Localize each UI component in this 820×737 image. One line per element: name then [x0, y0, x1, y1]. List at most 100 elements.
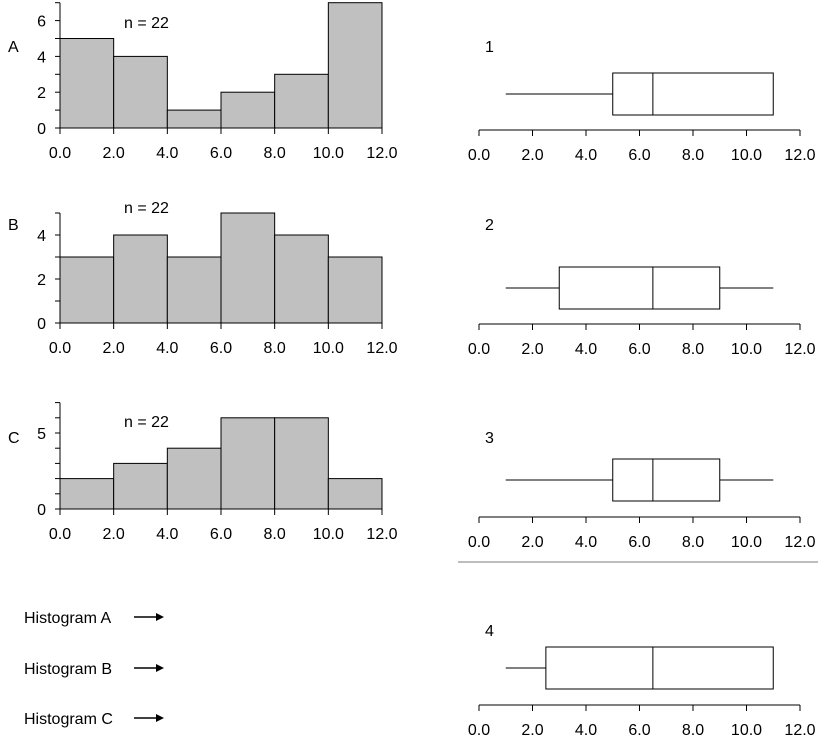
x-tick-label: 4.0 [575, 341, 597, 358]
x-tick-label: 4.0 [575, 534, 597, 551]
sample-size-label: n = 22 [124, 414, 169, 431]
y-tick-label: 5 [37, 426, 46, 443]
histogram-bar [166, 256, 222, 324]
histogram-match-label: Histogram C [24, 711, 113, 728]
y-tick-label: 4 [37, 49, 46, 66]
x-tick-label: 12.0 [366, 145, 397, 162]
x-tick-label: 4.0 [156, 340, 178, 357]
boxplot-number: 2 [485, 217, 494, 234]
histogram-bar [327, 256, 383, 324]
x-tick-label: 10.0 [313, 526, 344, 543]
x-tick-label: 6.0 [210, 145, 232, 162]
y-tick-label: 0 [37, 316, 46, 333]
x-tick-label: 10.0 [313, 145, 344, 162]
histogram-bar [166, 109, 222, 129]
boxplot-3: 0.0 2.0 4.0 6.0 8.0 10.0 12.0 3 [468, 430, 816, 551]
x-tick-label: 6.0 [210, 526, 232, 543]
x-tick-label: 2.0 [521, 534, 543, 551]
x-tick-label: 2.0 [103, 526, 125, 543]
histogram-a: 0 2 4 6 0.0 2.0 4.0 6.0 8.0 10.0 12.0 An = 22 [8, 2, 398, 162]
x-tick-label: 0.0 [468, 534, 490, 551]
x-tick-label: 10.0 [731, 341, 762, 358]
x-tick-label: 8.0 [264, 340, 286, 357]
x-tick-label: 12.0 [366, 340, 397, 357]
x-tick-label: 6.0 [628, 534, 650, 551]
histogram-bar [113, 462, 168, 510]
boxplot-number: 1 [485, 39, 494, 56]
x-tick-label: 0.0 [468, 341, 490, 358]
histogram-bar [113, 234, 168, 324]
boxplot-number: 4 [485, 623, 494, 640]
box [612, 72, 774, 116]
x-tick-label: 6.0 [628, 341, 650, 358]
x-tick-label: 8.0 [682, 534, 704, 551]
x-tick-label: 8.0 [264, 526, 286, 543]
x-tick-label: 0.0 [468, 147, 490, 164]
y-tick-label: 0 [37, 502, 46, 519]
histogram-bar [220, 417, 276, 510]
histogram-bar [220, 212, 276, 324]
x-tick-label: 4.0 [575, 147, 597, 164]
x-tick-label: 6.0 [628, 147, 650, 164]
histogram-bar [327, 2, 383, 129]
histogram-bar [59, 478, 115, 510]
histogram-b: 0 2 4 0.0 2.0 4.0 6.0 8.0 10.0 12.0 Bn = 22 [8, 200, 398, 357]
matching-legend: Histogram A Histogram B Histogram C [24, 610, 164, 728]
box [612, 458, 721, 502]
x-tick-label: 2.0 [521, 147, 543, 164]
x-tick-label: 10.0 [731, 534, 762, 551]
x-tick-label: 2.0 [103, 340, 125, 357]
histogram-bar [59, 256, 115, 324]
arrow-head [156, 714, 164, 722]
x-tick-label: 8.0 [682, 341, 704, 358]
x-tick-label: 2.0 [103, 145, 125, 162]
sample-size-label: n = 22 [124, 15, 169, 32]
y-tick-label: 0 [37, 121, 46, 138]
x-tick-label: 8.0 [682, 722, 704, 737]
x-tick-label: 12.0 [784, 147, 815, 164]
histogram-bar [274, 234, 329, 324]
panel-letter: C [8, 430, 20, 447]
panel-letter: B [8, 217, 19, 234]
histogram-c: 0 5 0.0 2.0 4.0 6.0 8.0 10.0 12.0 Cn = 22 [8, 402, 398, 543]
x-tick-label: 12.0 [784, 534, 815, 551]
y-tick-label: 2 [37, 85, 46, 102]
histogram-match-label: Histogram A [24, 610, 111, 627]
y-tick-label: 6 [37, 14, 46, 31]
histogram-bar [327, 478, 383, 510]
boxplot-1: 0.0 2.0 4.0 6.0 8.0 10.0 12.0 1 [468, 39, 816, 164]
x-tick-label: 0.0 [49, 526, 71, 543]
box [558, 266, 721, 310]
x-tick-label: 6.0 [210, 340, 232, 357]
right-arrow-icon [134, 664, 164, 672]
y-tick-label: 2 [37, 272, 46, 289]
x-tick-label: 4.0 [575, 722, 597, 737]
x-tick-label: 0.0 [468, 722, 490, 737]
sample-size-label: n = 22 [124, 200, 169, 217]
x-tick-label: 12.0 [784, 722, 815, 737]
histogram-bar [220, 91, 276, 129]
histogram-bar [59, 38, 115, 129]
panel-letter: A [8, 39, 19, 56]
x-tick-label: 4.0 [156, 145, 178, 162]
x-tick-label: 10.0 [313, 340, 344, 357]
boxplot-2: 0.0 2.0 4.0 6.0 8.0 10.0 12.0 2 [468, 217, 816, 358]
boxplot-4: 0.0 2.0 4.0 6.0 8.0 10.0 12.0 4 [468, 623, 816, 737]
box [545, 646, 774, 690]
x-tick-label: 0.0 [49, 340, 71, 357]
x-tick-label: 4.0 [156, 526, 178, 543]
x-tick-label: 10.0 [731, 147, 762, 164]
histogram-match-label: Histogram B [24, 661, 112, 678]
histogram-bar [113, 55, 168, 129]
x-tick-label: 2.0 [521, 341, 543, 358]
right-arrow-icon [134, 714, 164, 722]
x-tick-label: 8.0 [264, 145, 286, 162]
histogram-bar [274, 73, 329, 129]
y-tick-label: 4 [37, 228, 46, 245]
x-tick-label: 12.0 [784, 341, 815, 358]
histogram-bar [274, 417, 329, 510]
boxplot-number: 3 [485, 430, 494, 447]
x-tick-label: 12.0 [366, 526, 397, 543]
right-arrow-icon [134, 613, 164, 621]
x-tick-label: 8.0 [682, 147, 704, 164]
